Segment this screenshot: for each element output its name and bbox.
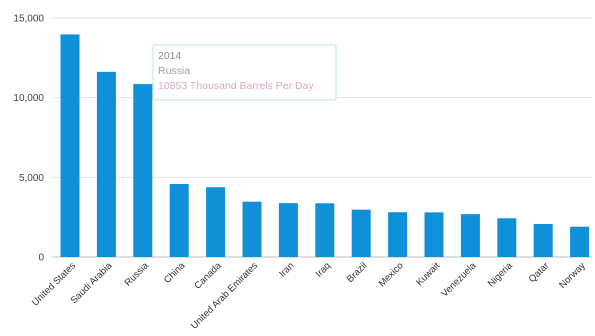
x-category-label: Nigeria [486,260,516,290]
x-category-label: Norway [557,260,588,291]
x-category-label: Qatar [527,260,552,285]
bar[interactable] [388,212,408,257]
y-tick-label: 0 [38,253,44,264]
x-category-label: China [162,260,188,286]
bar[interactable] [278,203,298,257]
bar[interactable] [96,71,116,257]
x-category-label: Canada [192,260,224,292]
bar[interactable] [351,209,371,257]
bar[interactable] [133,84,153,257]
bar[interactable] [460,214,480,257]
x-category-label: Kuwait [414,260,442,288]
x-category-label: Brazil [345,260,370,285]
tooltip-line-3: 10853 Thousand Barrels Per Day [158,80,314,92]
x-category-label: United Arab Emirates [189,260,260,331]
y-tick-label: 5,000 [19,173,44,184]
bar[interactable] [570,226,590,257]
x-category-label: Iraq [314,260,333,279]
y-axis-tick-labels: 0 5,000 10,000 15,000 [13,14,44,264]
bar[interactable] [60,34,80,258]
y-tick-label: 15,000 [13,14,44,25]
tooltip-line-2: Russia [158,65,190,77]
bar[interactable] [169,184,189,257]
bar[interactable] [315,203,335,257]
tooltip-box [152,44,337,101]
tooltip-line-1: 2014 [158,50,182,62]
x-category-label: Venezuela [439,260,479,300]
bar[interactable] [242,201,262,257]
bars [60,34,590,258]
bar[interactable] [533,224,553,257]
x-category-label: Russia [123,260,152,289]
tooltip: 2014 Russia 10853 Thousand Barrels Per D… [152,44,337,101]
bar[interactable] [497,218,517,257]
x-category-label: Iran [277,260,296,279]
bar[interactable] [424,212,444,257]
bar[interactable] [206,187,226,257]
x-category-label: Mexico [377,260,406,289]
y-tick-label: 10,000 [13,93,44,104]
